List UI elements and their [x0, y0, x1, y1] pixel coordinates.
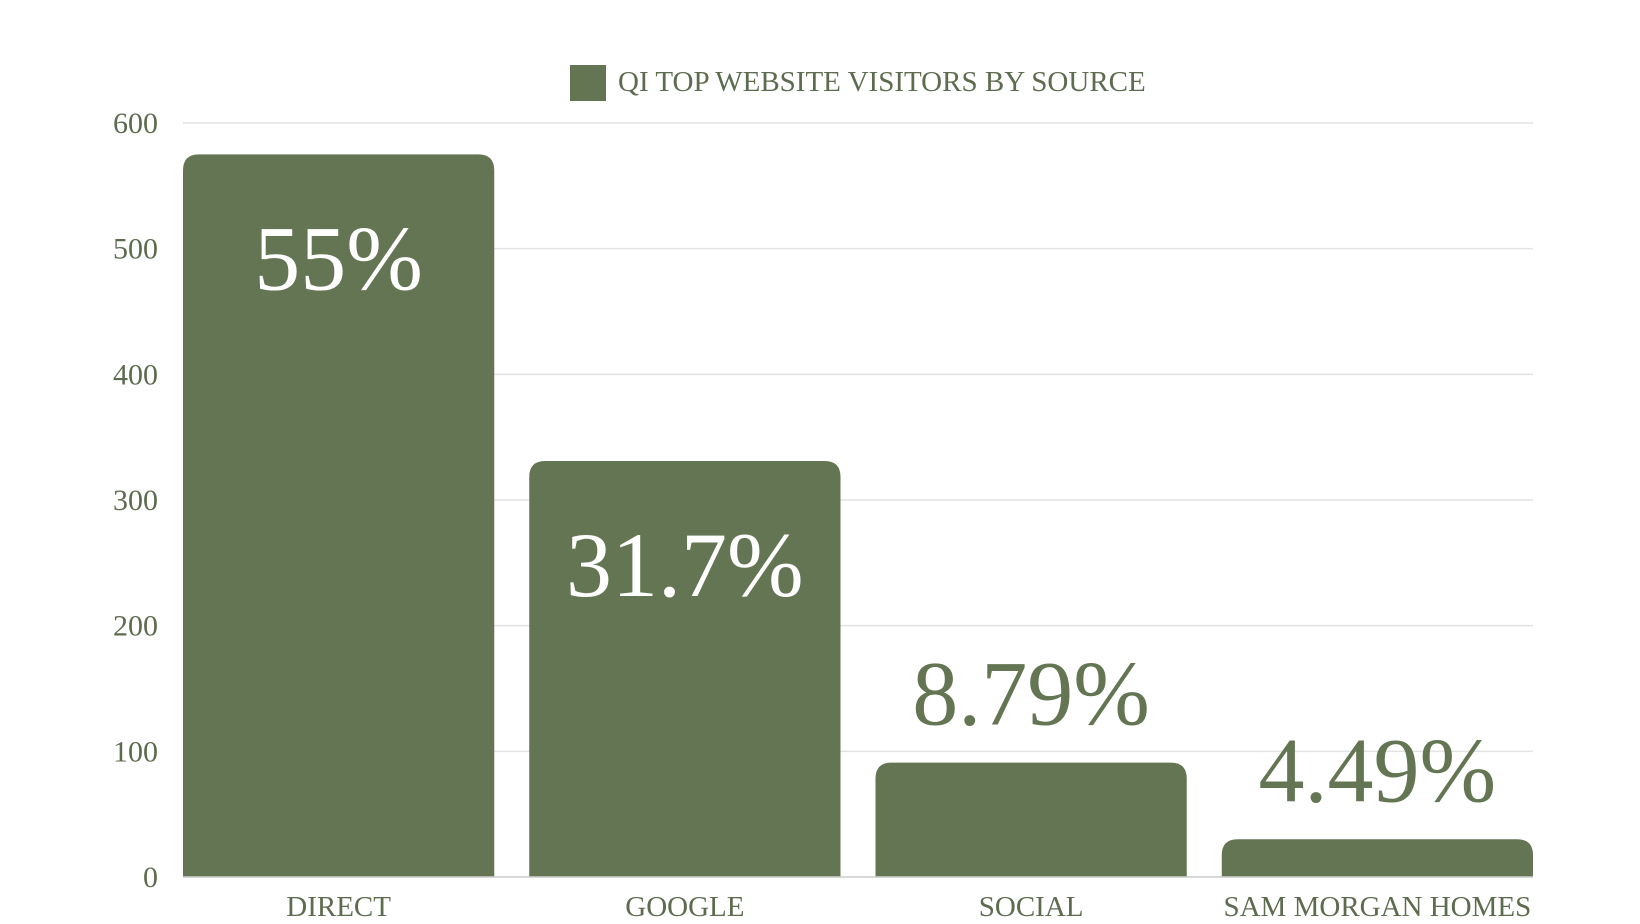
- y-tick-label: 400: [113, 358, 158, 391]
- y-tick-label: 0: [143, 861, 158, 894]
- data-label: 4.49%: [1259, 719, 1497, 821]
- y-tick-label: 200: [113, 610, 158, 643]
- x-tick-label: SAM MORGAN HOMES: [1223, 891, 1531, 923]
- y-tick-label: 600: [113, 107, 158, 140]
- data-label: 31.7%: [566, 514, 804, 616]
- bar: [875, 762, 1187, 877]
- legend-label: QI TOP WEBSITE VISITORS BY SOURCE: [618, 66, 1146, 98]
- y-tick-label: 300: [113, 484, 158, 517]
- bar: [529, 461, 841, 877]
- bar: [1221, 839, 1533, 877]
- legend-swatch: [570, 65, 606, 101]
- x-tick-label: GOOGLE: [625, 891, 744, 923]
- x-tick-label: SOCIAL: [979, 891, 1084, 923]
- x-tick-label: DIRECT: [286, 891, 391, 923]
- data-label: 55%: [254, 207, 423, 309]
- data-label: 8.79%: [912, 643, 1150, 745]
- bar: [183, 154, 495, 877]
- y-tick-label: 100: [113, 735, 158, 768]
- y-tick-label: 500: [113, 233, 158, 266]
